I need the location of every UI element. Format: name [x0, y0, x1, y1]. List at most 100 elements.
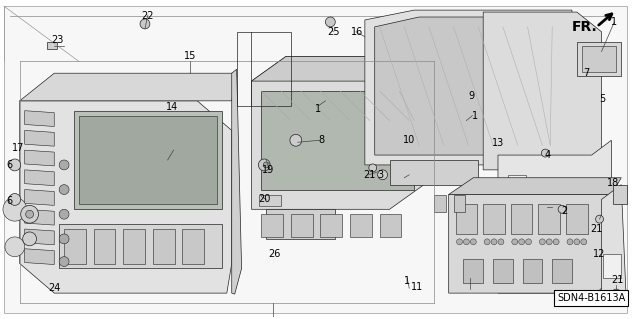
- Bar: [582, 46, 616, 72]
- Circle shape: [259, 159, 270, 171]
- Bar: [508, 234, 525, 248]
- Bar: [508, 263, 525, 277]
- Bar: [523, 259, 542, 283]
- Text: 1: 1: [472, 111, 478, 121]
- Bar: [604, 254, 621, 278]
- Circle shape: [378, 170, 388, 180]
- Text: 10: 10: [403, 135, 415, 145]
- Text: 13: 13: [492, 138, 504, 148]
- Polygon shape: [232, 69, 241, 294]
- Bar: [74, 111, 222, 209]
- Text: 1: 1: [404, 276, 410, 286]
- Bar: [454, 195, 465, 212]
- Text: SDN4-B1613A: SDN4-B1613A: [557, 293, 625, 303]
- Text: 7: 7: [584, 68, 590, 78]
- Polygon shape: [602, 185, 626, 298]
- Polygon shape: [350, 214, 372, 237]
- Text: 23: 23: [51, 35, 63, 45]
- Polygon shape: [252, 56, 424, 81]
- Bar: [93, 229, 115, 263]
- Text: 11: 11: [411, 282, 423, 292]
- Circle shape: [484, 239, 490, 245]
- Circle shape: [3, 197, 27, 221]
- Polygon shape: [261, 214, 283, 237]
- Text: 12: 12: [593, 249, 605, 259]
- Polygon shape: [483, 12, 602, 170]
- Bar: [259, 195, 281, 206]
- Text: FR.: FR.: [572, 20, 598, 34]
- Circle shape: [463, 239, 469, 245]
- Circle shape: [325, 17, 335, 27]
- Bar: [237, 32, 291, 106]
- Circle shape: [525, 239, 531, 245]
- Bar: [577, 42, 621, 76]
- Circle shape: [518, 239, 525, 245]
- Polygon shape: [449, 195, 611, 293]
- Text: 19: 19: [262, 165, 275, 175]
- Circle shape: [59, 234, 69, 244]
- Bar: [566, 204, 588, 234]
- Circle shape: [558, 205, 566, 213]
- Circle shape: [290, 134, 301, 146]
- Text: 5: 5: [600, 94, 605, 104]
- Polygon shape: [365, 10, 572, 165]
- Polygon shape: [252, 56, 424, 209]
- Bar: [261, 91, 414, 189]
- Bar: [64, 229, 86, 263]
- Text: 20: 20: [258, 195, 271, 204]
- Bar: [552, 259, 572, 283]
- Circle shape: [5, 237, 25, 256]
- Bar: [59, 224, 222, 269]
- Circle shape: [512, 239, 518, 245]
- Polygon shape: [25, 189, 54, 205]
- Circle shape: [541, 149, 549, 157]
- Text: 1: 1: [316, 104, 321, 114]
- Bar: [508, 204, 525, 218]
- Text: 2: 2: [561, 206, 567, 216]
- Text: 22: 22: [141, 11, 154, 21]
- Circle shape: [263, 162, 269, 168]
- Circle shape: [9, 194, 20, 205]
- Polygon shape: [321, 214, 342, 237]
- Circle shape: [22, 232, 36, 246]
- Polygon shape: [291, 214, 312, 237]
- Text: 9: 9: [468, 91, 474, 101]
- Polygon shape: [20, 73, 237, 101]
- Polygon shape: [266, 209, 335, 239]
- Polygon shape: [25, 249, 54, 264]
- Circle shape: [540, 239, 545, 245]
- Polygon shape: [25, 130, 54, 146]
- Text: 21: 21: [590, 224, 603, 234]
- Bar: [182, 229, 204, 263]
- Bar: [483, 204, 505, 234]
- Circle shape: [59, 160, 69, 170]
- Text: 17: 17: [12, 143, 24, 153]
- Polygon shape: [449, 178, 621, 195]
- Circle shape: [26, 210, 33, 218]
- Text: 6: 6: [7, 160, 13, 170]
- Bar: [511, 204, 532, 234]
- Text: 21: 21: [364, 170, 376, 180]
- Text: 3: 3: [378, 170, 384, 180]
- Bar: [538, 204, 560, 234]
- Text: 18: 18: [607, 178, 620, 188]
- Text: 26: 26: [268, 249, 280, 259]
- Polygon shape: [25, 209, 54, 225]
- Circle shape: [59, 209, 69, 219]
- Text: 16: 16: [351, 27, 363, 37]
- Text: 4: 4: [544, 150, 550, 160]
- Circle shape: [596, 215, 604, 223]
- Text: 24: 24: [48, 283, 60, 293]
- Polygon shape: [25, 111, 54, 126]
- Text: 21: 21: [611, 275, 623, 285]
- Circle shape: [553, 239, 559, 245]
- Circle shape: [59, 256, 69, 266]
- Polygon shape: [25, 170, 54, 186]
- Polygon shape: [20, 101, 232, 293]
- Bar: [613, 185, 627, 204]
- Circle shape: [456, 239, 463, 245]
- Circle shape: [611, 289, 621, 299]
- Bar: [390, 160, 478, 185]
- Circle shape: [567, 239, 573, 245]
- Circle shape: [369, 164, 377, 172]
